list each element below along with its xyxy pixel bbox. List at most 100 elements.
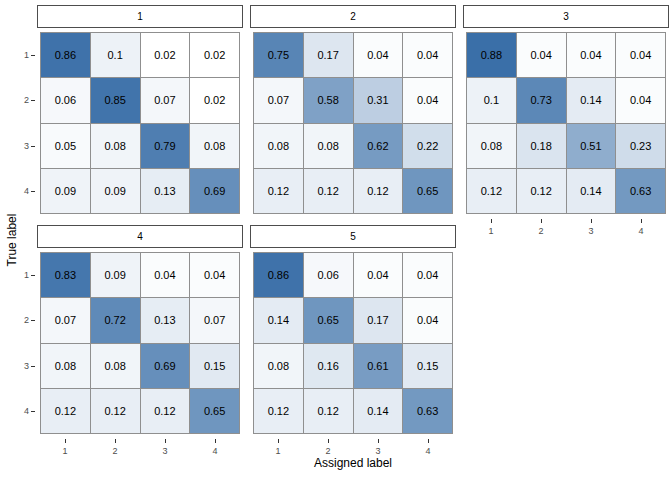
heatmap-cell: 0.04 — [354, 253, 404, 298]
heatmap-cell: 0.16 — [304, 344, 354, 389]
heatmap-cell: 0.08 — [190, 124, 240, 169]
heatmap-cell: 0.79 — [141, 124, 191, 169]
facet-panel-4: 40.830.090.040.040.070.720.130.070.080.0… — [37, 225, 243, 438]
heatmap-cell: 0.06 — [41, 78, 91, 123]
heatmap-cell: 0.07 — [254, 78, 304, 123]
heatmap-cell: 0.17 — [354, 298, 404, 343]
heatmap-cell: 0.09 — [91, 253, 141, 298]
y-tick-mark — [31, 100, 35, 101]
y-tick-mark — [31, 275, 35, 276]
x-tick-label: 4 — [626, 225, 656, 237]
x-tick-mark — [641, 219, 642, 223]
y-tick-label: 1 — [0, 49, 29, 61]
y-tick-label: 3 — [0, 140, 29, 152]
heatmap-cell: 0.13 — [141, 169, 191, 214]
heatmap-cell: 0.04 — [616, 33, 666, 78]
facet-strip: 1 — [37, 5, 243, 28]
heatmap-cell: 0.31 — [354, 78, 404, 123]
heatmap-cell: 0.02 — [190, 33, 240, 78]
facet-strip: 4 — [37, 225, 243, 248]
heatmap-cell: 0.14 — [354, 389, 404, 434]
facet-strip-label: 2 — [350, 11, 356, 22]
heatmap-cell: 0.86 — [41, 33, 91, 78]
heatmap-cell: 0.12 — [141, 389, 191, 434]
heatmap-cell: 0.85 — [91, 78, 141, 123]
y-tick-mark — [31, 366, 35, 367]
y-tick-label: 1 — [0, 269, 29, 281]
heatmap-cell: 0.09 — [41, 169, 91, 214]
heatmap-cell: 0.51 — [567, 124, 617, 169]
facet-strip: 2 — [250, 5, 456, 28]
heatmap-cell: 0.12 — [517, 169, 567, 214]
x-tick-mark — [591, 219, 592, 223]
facet-plot-area: 0.860.060.040.040.140.650.170.040.080.16… — [250, 248, 456, 438]
x-tick-mark — [428, 439, 429, 443]
facet-plot-area: 0.860.10.020.020.060.850.070.020.050.080… — [37, 28, 243, 218]
heatmap-cell: 0.22 — [403, 124, 453, 169]
heatmap-cell: 0.63 — [403, 389, 453, 434]
heatmap-cell: 0.04 — [403, 33, 453, 78]
heatmap-cell: 0.65 — [304, 298, 354, 343]
heatmap-cell: 0.08 — [91, 344, 141, 389]
y-tick-label: 3 — [0, 360, 29, 372]
heatmap-cell: 0.65 — [190, 389, 240, 434]
heatmap-cell: 0.14 — [567, 169, 617, 214]
y-axis-title: True label — [5, 214, 19, 267]
x-tick-label: 1 — [476, 225, 506, 237]
heatmap-cell: 0.08 — [304, 124, 354, 169]
y-tick-mark — [31, 146, 35, 147]
x-tick-mark — [165, 439, 166, 443]
y-tick-label: 4 — [0, 405, 29, 417]
heatmap-cell: 0.06 — [304, 253, 354, 298]
y-tick-mark — [31, 411, 35, 412]
heatmap-cell: 0.02 — [141, 33, 191, 78]
heatmap-cell: 0.14 — [567, 78, 617, 123]
heatmap-cell: 0.1 — [91, 33, 141, 78]
facet-strip-label: 5 — [350, 231, 356, 242]
facet-plot-area: 0.750.170.040.040.070.580.310.040.080.08… — [250, 28, 456, 218]
confusion-matrix-figure: True label 10.860.10.020.020.060.850.070… — [0, 0, 672, 480]
x-tick-mark — [328, 439, 329, 443]
heatmap-matrix: 0.860.060.040.040.140.650.170.040.080.16… — [253, 252, 453, 434]
heatmap-cell: 0.13 — [141, 298, 191, 343]
heatmap-cell: 0.23 — [616, 124, 666, 169]
heatmap-cell: 0.1 — [467, 78, 517, 123]
facet-panel-5: 50.860.060.040.040.140.650.170.040.080.1… — [250, 225, 456, 438]
facet-strip-label: 3 — [563, 11, 569, 22]
heatmap-cell: 0.12 — [354, 169, 404, 214]
heatmap-cell: 0.88 — [467, 33, 517, 78]
x-tick-mark — [115, 439, 116, 443]
heatmap-cell: 0.05 — [41, 124, 91, 169]
heatmap-cell: 0.09 — [91, 169, 141, 214]
heatmap-cell: 0.08 — [41, 344, 91, 389]
heatmap-cell: 0.69 — [141, 344, 191, 389]
facet-panel-3: 30.880.040.040.040.10.730.140.040.080.18… — [463, 5, 669, 218]
heatmap-cell: 0.04 — [517, 33, 567, 78]
facet-panel-2: 20.750.170.040.040.070.580.310.040.080.0… — [250, 5, 456, 218]
heatmap-cell: 0.75 — [254, 33, 304, 78]
x-axis-title: Assigned label — [37, 456, 669, 470]
heatmap-cell: 0.86 — [254, 253, 304, 298]
heatmap-cell: 0.04 — [616, 78, 666, 123]
y-tick-label: 2 — [0, 314, 29, 326]
heatmap-cell: 0.17 — [304, 33, 354, 78]
x-tick-mark — [215, 439, 216, 443]
x-tick-mark — [278, 439, 279, 443]
heatmap-cell: 0.58 — [304, 78, 354, 123]
heatmap-cell: 0.04 — [403, 78, 453, 123]
heatmap-cell: 0.07 — [141, 78, 191, 123]
facet-plot-area: 0.830.090.040.040.070.720.130.070.080.08… — [37, 248, 243, 438]
heatmap-cell: 0.04 — [354, 33, 404, 78]
heatmap-matrix: 0.830.090.040.040.070.720.130.070.080.08… — [40, 252, 240, 434]
x-tick-mark — [65, 439, 66, 443]
heatmap-cell: 0.12 — [254, 389, 304, 434]
heatmap-cell: 0.72 — [91, 298, 141, 343]
x-tick-label: 2 — [526, 225, 556, 237]
heatmap-matrix: 0.750.170.040.040.070.580.310.040.080.08… — [253, 32, 453, 214]
y-tick-label: 4 — [0, 185, 29, 197]
heatmap-cell: 0.08 — [254, 344, 304, 389]
heatmap-cell: 0.61 — [354, 344, 404, 389]
heatmap-cell: 0.12 — [304, 389, 354, 434]
heatmap-cell: 0.07 — [41, 298, 91, 343]
facet-strip: 3 — [463, 5, 669, 28]
